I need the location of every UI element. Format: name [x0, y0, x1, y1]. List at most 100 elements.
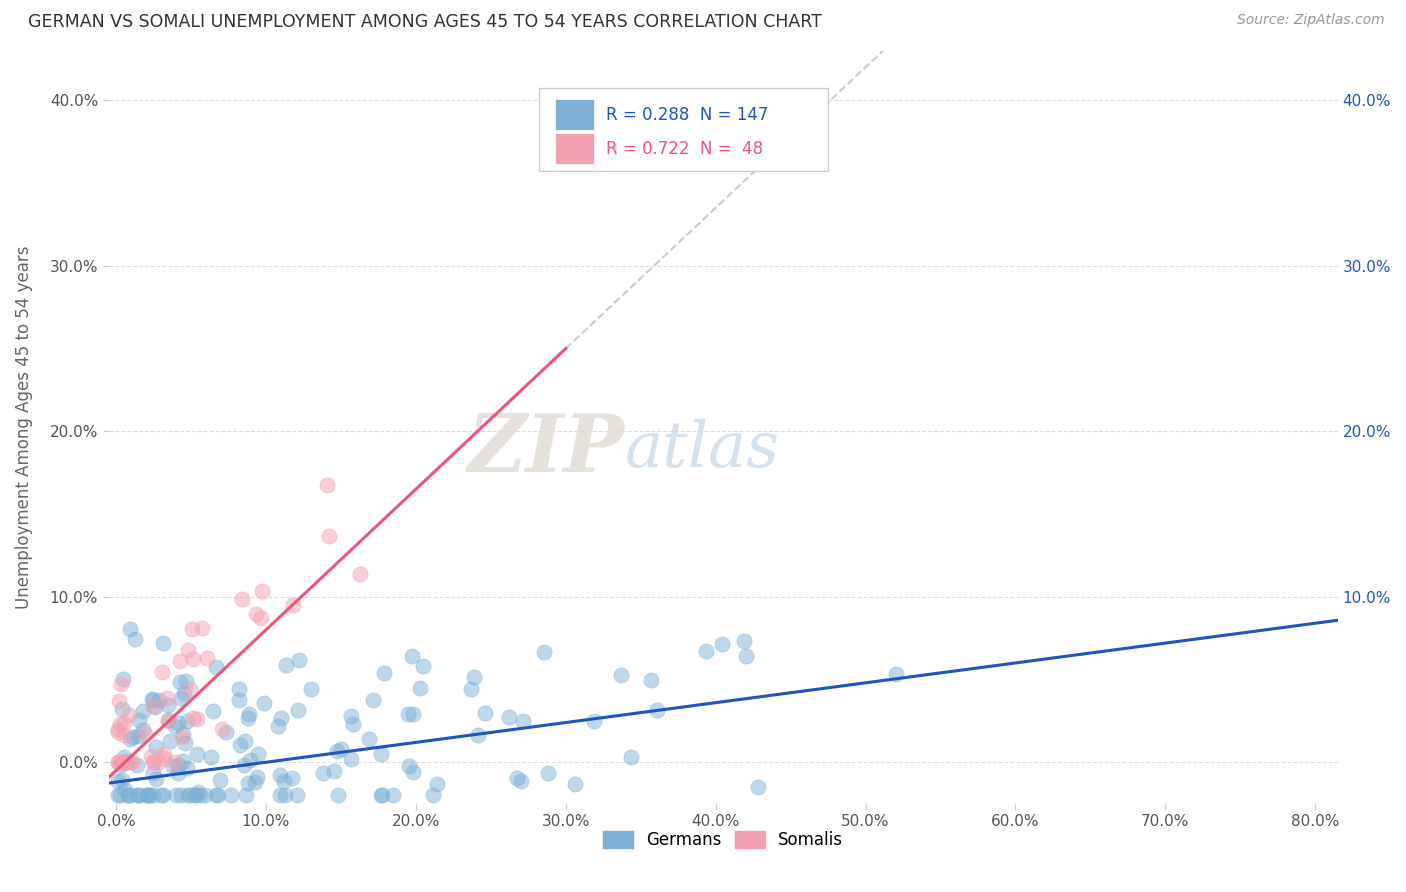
Text: atlas: atlas [624, 419, 780, 481]
Point [108, 756, 131, 770]
Point [246, 770, 269, 784]
Point [506, 772, 529, 786]
Point [136, 789, 159, 803]
Point [301, 681, 323, 696]
Point [169, 675, 191, 690]
Point [108, 694, 131, 708]
Point [165, 718, 187, 732]
Point [110, 677, 132, 691]
Point [153, 747, 176, 761]
Point [398, 759, 420, 773]
Point [107, 789, 129, 803]
Point [143, 699, 166, 714]
Point [695, 644, 717, 658]
Point [323, 764, 346, 778]
Point [170, 789, 193, 803]
Point [107, 725, 129, 739]
Point [150, 789, 173, 803]
Point [229, 738, 252, 752]
Point [340, 751, 363, 765]
Point [118, 732, 141, 747]
Point [172, 754, 194, 768]
Point [228, 682, 250, 697]
Point [186, 747, 208, 761]
Point [422, 789, 444, 803]
Point [142, 698, 165, 713]
Point [110, 756, 132, 770]
Point [111, 772, 134, 787]
Point [187, 784, 209, 798]
FancyBboxPatch shape [555, 133, 595, 164]
Point [179, 789, 201, 803]
Point [111, 672, 134, 686]
Point [533, 644, 555, 658]
Point [115, 755, 138, 769]
Point [285, 789, 308, 803]
Point [402, 706, 425, 721]
Point [152, 789, 174, 803]
Point [125, 758, 148, 772]
Point [184, 789, 207, 803]
Point [349, 567, 371, 582]
Point [340, 709, 363, 723]
Point [170, 690, 193, 705]
Point [412, 659, 434, 673]
Point [371, 789, 394, 803]
Point [181, 652, 204, 666]
Point [141, 693, 163, 707]
Point [145, 772, 167, 786]
Point [118, 707, 141, 722]
Point [190, 789, 212, 803]
Point [127, 729, 149, 743]
Point [250, 611, 273, 625]
Point [735, 648, 758, 663]
Point [233, 733, 256, 747]
Point [326, 743, 349, 757]
Point [117, 789, 139, 803]
Point [426, 777, 449, 791]
Point [172, 727, 194, 741]
Point [128, 789, 150, 803]
Point [142, 756, 165, 770]
Point [172, 730, 194, 744]
Point [110, 756, 132, 770]
Point [134, 727, 156, 741]
Point [245, 775, 267, 789]
Point [640, 673, 662, 688]
Point [231, 592, 253, 607]
Point [167, 715, 190, 730]
Point [157, 698, 180, 712]
Point [245, 607, 267, 621]
Point [143, 756, 166, 770]
Point [121, 756, 143, 770]
Point [235, 789, 257, 803]
FancyBboxPatch shape [538, 88, 828, 171]
Point [157, 714, 180, 728]
Point [510, 774, 533, 789]
Point [620, 749, 643, 764]
Point [609, 667, 631, 681]
Point [111, 702, 134, 716]
Point [165, 789, 187, 803]
Point [112, 750, 135, 764]
Point [138, 789, 160, 803]
Point [132, 723, 155, 737]
Point [250, 584, 273, 599]
Point [112, 716, 135, 731]
Point [165, 756, 187, 770]
Text: Source: ZipAtlas.com: Source: ZipAtlas.com [1237, 13, 1385, 28]
Point [174, 735, 197, 749]
Y-axis label: Unemployment Among Ages 45 to 54 years: Unemployment Among Ages 45 to 54 years [15, 245, 32, 609]
Text: GERMAN VS SOMALI UNEMPLOYMENT AMONG AGES 45 TO 54 YEARS CORRELATION CHART: GERMAN VS SOMALI UNEMPLOYMENT AMONG AGES… [28, 13, 823, 31]
Point [169, 655, 191, 669]
Point [733, 633, 755, 648]
Point [582, 714, 605, 728]
Point [287, 653, 309, 667]
Point [162, 759, 184, 773]
Point [186, 712, 208, 726]
Point [287, 703, 309, 717]
Point [148, 692, 170, 706]
Point [179, 682, 201, 697]
Point [266, 719, 288, 733]
Point [176, 714, 198, 728]
